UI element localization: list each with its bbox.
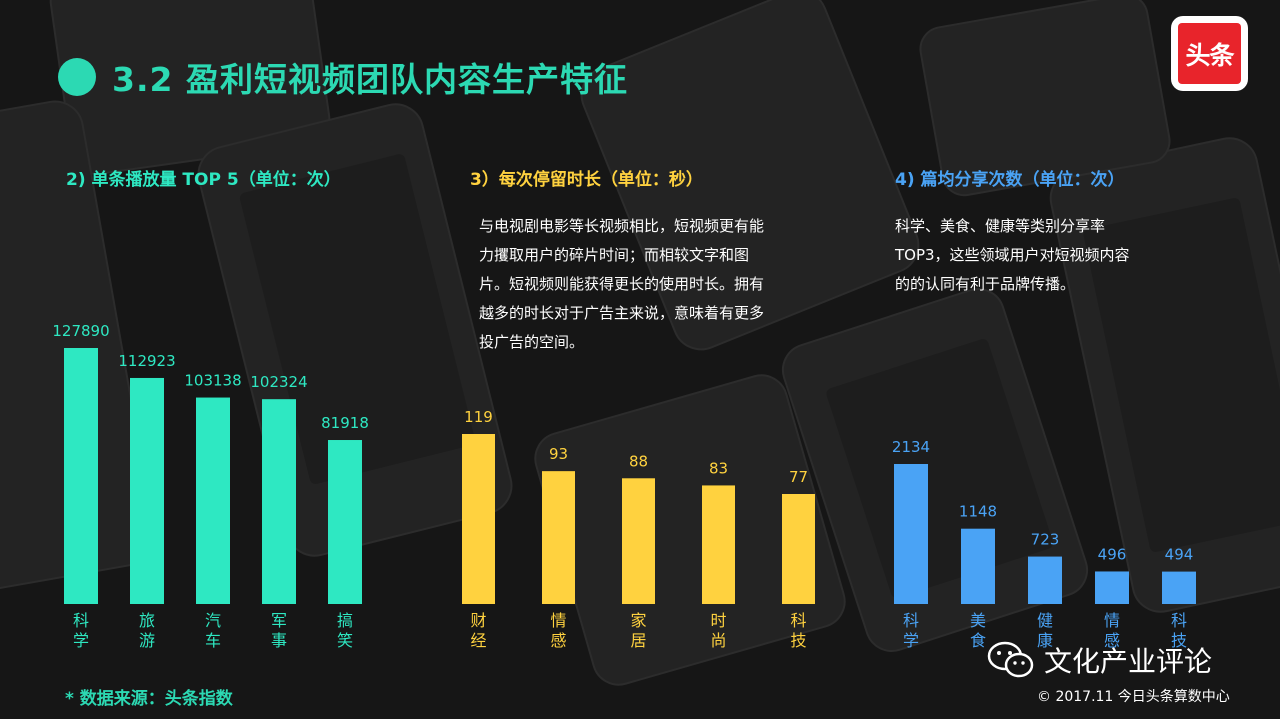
stay-value-label: 83 [709,459,728,477]
share-value-label: 1148 [959,503,997,521]
share-bar [1028,556,1062,604]
play-value-label: 103138 [184,372,241,390]
share-bar [1162,571,1196,604]
play-bar [64,348,98,604]
stay-bar [622,478,655,604]
stay-duration-heading: 3）每次停留时长（单位：秒） [470,170,703,190]
share-category-label: 健康 [1037,611,1053,650]
stay-category-label: 科技 [790,611,806,650]
watermark-text: 文化产业评论 [1044,645,1213,678]
stay-category-label: 财经 [470,611,486,650]
share-bar [894,464,928,604]
stay-value-label: 93 [549,445,568,463]
play-category-label: 旅游 [139,611,155,650]
play-category-label: 汽车 [205,611,221,650]
stay-category-label: 家居 [630,611,646,650]
stay-description-line: 力攫取用户的碎片时间；而相较文字和图 [479,246,750,264]
toutiao-logo: 头条 [1171,16,1248,91]
stay-value-label: 88 [629,452,648,470]
stay-description-line: 与电视剧电影等长视频相比，短视频更有能 [479,217,765,235]
play-category-label: 科学 [73,611,89,650]
play-value-label: 112923 [118,352,175,370]
stay-bar [782,494,815,604]
wechat-icon [987,641,1034,678]
page-title-row: 3.2 盈利短视频团队内容生产特征 [58,52,628,102]
stay-description-line: 投广告的空间。 [479,333,585,351]
stay-description-line: 越多的时长对于广告主来说，意味着有更多 [479,304,765,322]
stay-bar [462,434,495,604]
share-value-label: 494 [1165,546,1194,564]
play-category-label: 搞笑 [337,611,353,650]
share-description-line: 的的认同有利于品牌传播。 [895,275,1076,293]
stay-duration-description: 与电视剧电影等长视频相比，短视频更有能 力攫取用户的碎片时间；而相较文字和图 片。短… [479,212,809,357]
share-category-label: 情感 [1104,611,1120,650]
share-bar [961,528,995,604]
share-count-heading: 4) 篇均分享次数（单位：次） [895,170,1125,190]
share-count-description: 科学、美食、健康等类别分享率 TOP3，这些领域用户对短视频内容 的的认同有利于品牌… [895,212,1185,299]
logo-text: 头条 [1178,23,1241,84]
stay-bar [542,471,575,604]
share-value-label: 496 [1098,545,1127,563]
share-category-label: 美食 [970,611,986,650]
page-title: 3.2 盈利短视频团队内容生产特征 [112,60,628,99]
stay-bar [702,485,735,604]
share-description-line: TOP3，这些领域用户对短视频内容 [895,246,1130,264]
play-bar [328,440,362,604]
play-bar [130,377,164,604]
share-category-label: 科技 [1171,611,1187,650]
stay-value-label: 77 [789,468,808,486]
play-category-label: 军事 [271,611,287,650]
play-count-heading: 2) 单条播放量 TOP 5（单位：次） [66,170,341,190]
copyright-text: © 2017.11 今日头条算数中心 [1037,689,1230,705]
share-description-line: 科学、美食、健康等类别分享率 [895,217,1106,235]
play-bar [196,397,230,604]
data-source-note: * 数据来源：头条指数 [65,689,233,709]
share-value-label: 2134 [892,438,930,456]
stay-category-label: 时尚 [710,611,726,650]
play-value-label: 102324 [250,373,307,391]
play-value-label: 127890 [52,322,109,340]
stay-value-label: 119 [464,408,493,426]
play-value-label: 81918 [321,414,369,432]
play-bar [262,399,296,604]
stay-description-line: 片。短视频则能获得更长的使用时长。拥有 [479,275,765,293]
stay-category-label: 情感 [550,611,566,650]
watermark: 文化产业评论 [986,640,1212,680]
share-category-label: 科学 [903,611,919,650]
share-value-label: 723 [1031,531,1060,549]
share-bar [1095,571,1129,604]
title-bullet-icon [58,58,96,96]
